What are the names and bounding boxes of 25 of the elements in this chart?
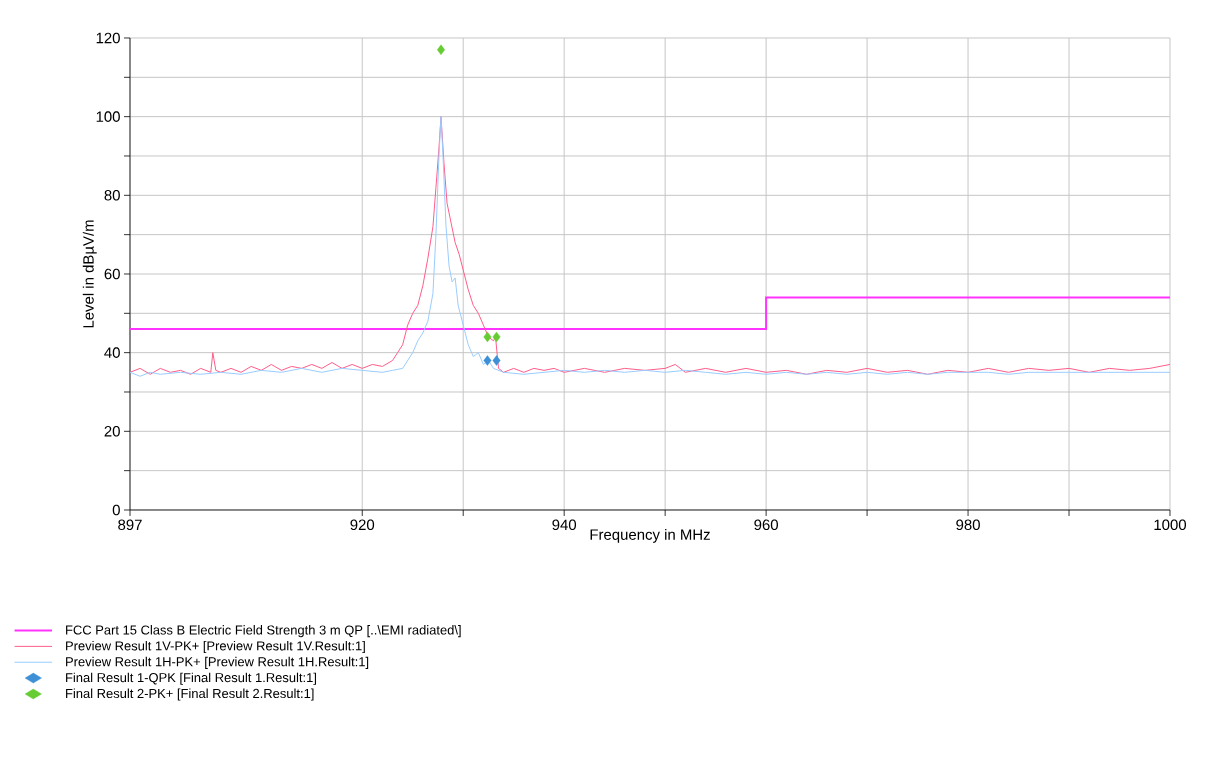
y-axis-title: Level in dBµV/m — [82, 220, 97, 328]
point — [492, 355, 501, 366]
x-tick-label: 980 — [956, 519, 980, 531]
y-tick-label: 20 — [104, 426, 120, 437]
x-tick-label: 897 — [118, 519, 142, 531]
legend-label: Preview Result 1H-PK+ [Preview Result 1H.Result:1] — [66, 656, 369, 669]
y-tick-label: 60 — [104, 268, 120, 280]
x-tick-label: 1000 — [1154, 519, 1187, 531]
point — [483, 355, 492, 366]
legend-label: FCC Part 15 Class B Electric Field Strength 3 m QP [..\EMI radiated\] — [66, 625, 461, 638]
y-tick-label: 80 — [104, 190, 120, 201]
point — [492, 331, 501, 343]
legend-label: Final Result 2-PK+ [Final Result 2.Result:1] — [66, 688, 314, 701]
legend-label: Preview Result 1V-PK+ [Preview Result 1V.Result:1] — [66, 640, 365, 654]
legend-label: Final Result 1-QPK [Final Result 1.Result:1] — [66, 672, 316, 685]
x-tick-label: 940 — [552, 519, 577, 531]
point — [437, 44, 445, 55]
y-tick-label: 40 — [104, 347, 120, 358]
point — [483, 331, 492, 343]
x-axis-title: Frequency in MHz — [590, 528, 710, 543]
y-tick-label: 0 — [112, 504, 120, 516]
x-tick-label: 920 — [350, 519, 375, 531]
y-tick-label: 120 — [96, 32, 120, 44]
x-tick-label: 960 — [754, 519, 778, 531]
y-tick-label: 100 — [96, 111, 120, 122]
